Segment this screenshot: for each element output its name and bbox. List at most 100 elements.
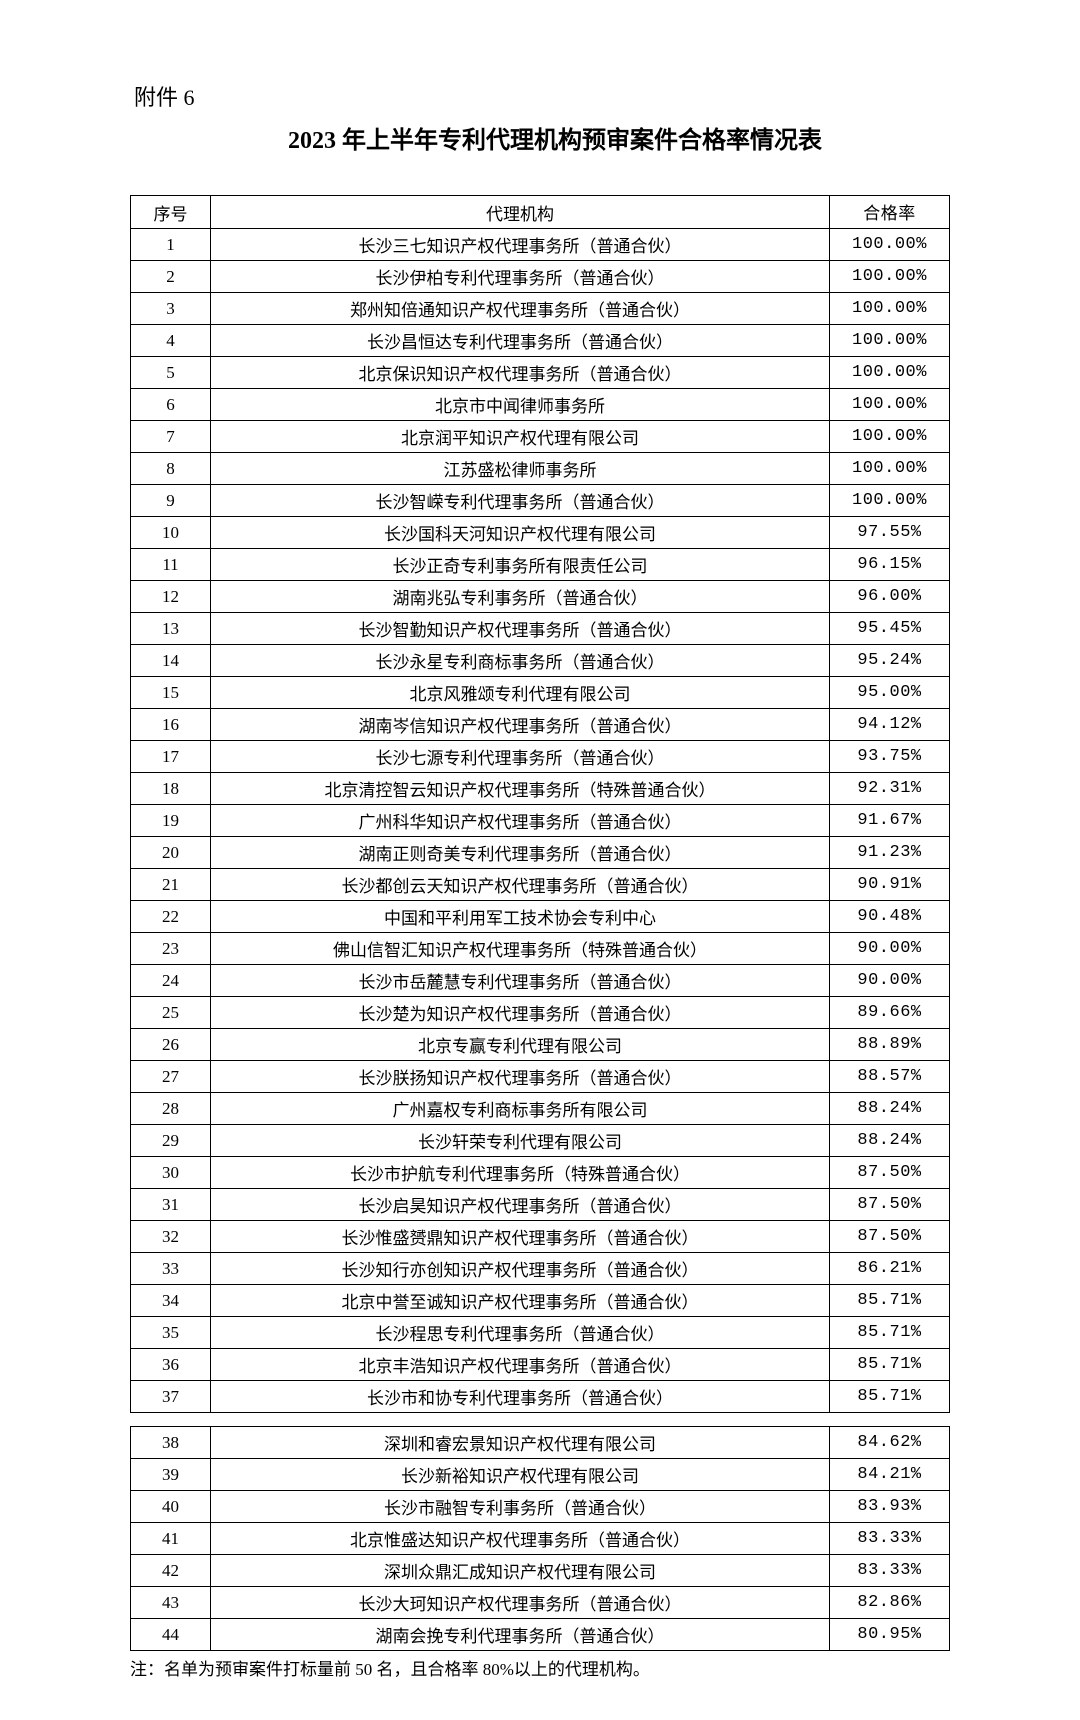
table-row: 6北京市中闻律师事务所100.00%	[131, 389, 950, 421]
table-row: 42深圳众鼎汇成知识产权代理有限公司83.33%	[131, 1555, 950, 1587]
cell-index: 11	[131, 549, 211, 581]
cell-index: 40	[131, 1491, 211, 1523]
cell-agency: 湖南岑信知识产权代理事务所（普通合伙）	[211, 709, 830, 741]
cell-agency: 长沙朕扬知识产权代理事务所（普通合伙）	[211, 1061, 830, 1093]
cell-agency: 长沙楚为知识产权代理事务所（普通合伙）	[211, 997, 830, 1029]
cell-index: 31	[131, 1189, 211, 1221]
cell-agency: 郑州知倍通知识产权代理事务所（普通合伙）	[211, 293, 830, 325]
cell-agency: 北京丰浩知识产权代理事务所（普通合伙）	[211, 1349, 830, 1381]
table-row: 35长沙程思专利代理事务所（普通合伙）85.71%	[131, 1317, 950, 1349]
cell-agency: 长沙七源专利代理事务所（普通合伙）	[211, 741, 830, 773]
cell-agency: 北京市中闻律师事务所	[211, 389, 830, 421]
cell-rate: 100.00%	[830, 261, 950, 293]
cell-agency: 长沙永星专利商标事务所（普通合伙）	[211, 645, 830, 677]
cell-index: 12	[131, 581, 211, 613]
cell-index: 10	[131, 517, 211, 549]
cell-index: 26	[131, 1029, 211, 1061]
cell-index: 15	[131, 677, 211, 709]
table-row: 29长沙轩荣专利代理有限公司88.24%	[131, 1125, 950, 1157]
cell-rate: 97.55%	[830, 517, 950, 549]
cell-index: 34	[131, 1285, 211, 1317]
cell-index: 4	[131, 325, 211, 357]
cell-rate: 91.23%	[830, 837, 950, 869]
table-header: 序号 代理机构 合格率	[131, 196, 950, 229]
cell-rate: 87.50%	[830, 1189, 950, 1221]
cell-rate: 91.67%	[830, 805, 950, 837]
footnote: 注：名单为预审案件打标量前 50 名，且合格率 80%以上的代理机构。	[130, 1655, 950, 1680]
table-gap	[131, 1413, 950, 1427]
cell-rate: 83.93%	[830, 1491, 950, 1523]
cell-index: 43	[131, 1587, 211, 1619]
table-row: 16湖南岑信知识产权代理事务所（普通合伙）94.12%	[131, 709, 950, 741]
cell-agency: 长沙三七知识产权代理事务所（普通合伙）	[211, 229, 830, 261]
table-row: 3郑州知倍通知识产权代理事务所（普通合伙）100.00%	[131, 293, 950, 325]
cell-rate: 100.00%	[830, 389, 950, 421]
cell-index: 7	[131, 421, 211, 453]
cell-agency: 湖南会挽专利代理事务所（普通合伙）	[211, 1619, 830, 1651]
cell-agency: 湖南兆弘专利事务所（普通合伙）	[211, 581, 830, 613]
cell-rate: 90.00%	[830, 933, 950, 965]
table-row: 24长沙市岳麓慧专利代理事务所（普通合伙）90.00%	[131, 965, 950, 997]
cell-rate: 89.66%	[830, 997, 950, 1029]
cell-rate: 83.33%	[830, 1523, 950, 1555]
cell-agency: 北京中誉至诚知识产权代理事务所（普通合伙）	[211, 1285, 830, 1317]
cell-agency: 长沙市和协专利代理事务所（普通合伙）	[211, 1381, 830, 1413]
cell-rate: 83.33%	[830, 1555, 950, 1587]
cell-rate: 84.62%	[830, 1427, 950, 1459]
table-row: 43长沙大珂知识产权代理事务所（普通合伙）82.86%	[131, 1587, 950, 1619]
cell-agency: 长沙市岳麓慧专利代理事务所（普通合伙）	[211, 965, 830, 997]
cell-rate: 95.24%	[830, 645, 950, 677]
cell-index: 9	[131, 485, 211, 517]
cell-agency: 长沙昌恒达专利代理事务所（普通合伙）	[211, 325, 830, 357]
table-row: 30长沙市护航专利代理事务所（特殊普通合伙）87.50%	[131, 1157, 950, 1189]
table-row: 33长沙知行亦创知识产权代理事务所（普通合伙）86.21%	[131, 1253, 950, 1285]
table-row: 41北京惟盛达知识产权代理事务所（普通合伙）83.33%	[131, 1523, 950, 1555]
cell-agency: 湖南正则奇美专利代理事务所（普通合伙）	[211, 837, 830, 869]
cell-rate: 100.00%	[830, 229, 950, 261]
table-row: 4长沙昌恒达专利代理事务所（普通合伙）100.00%	[131, 325, 950, 357]
cell-rate: 86.21%	[830, 1253, 950, 1285]
cell-rate: 85.71%	[830, 1285, 950, 1317]
cell-agency: 长沙智嵘专利代理事务所（普通合伙）	[211, 485, 830, 517]
table-row: 28广州嘉权专利商标事务所有限公司88.24%	[131, 1093, 950, 1125]
cell-index: 21	[131, 869, 211, 901]
cell-rate: 100.00%	[830, 421, 950, 453]
table-row: 20湖南正则奇美专利代理事务所（普通合伙）91.23%	[131, 837, 950, 869]
cell-agency: 长沙市护航专利代理事务所（特殊普通合伙）	[211, 1157, 830, 1189]
cell-index: 35	[131, 1317, 211, 1349]
cell-agency: 长沙大珂知识产权代理事务所（普通合伙）	[211, 1587, 830, 1619]
cell-agency: 长沙惟盛赟鼎知识产权代理事务所（普通合伙）	[211, 1221, 830, 1253]
table-row: 40长沙市融智专利事务所（普通合伙）83.93%	[131, 1491, 950, 1523]
table-row: 39长沙新裕知识产权代理有限公司84.21%	[131, 1459, 950, 1491]
table-row: 22中国和平利用军工技术协会专利中心90.48%	[131, 901, 950, 933]
cell-index: 27	[131, 1061, 211, 1093]
table-row: 36北京丰浩知识产权代理事务所（普通合伙）85.71%	[131, 1349, 950, 1381]
cell-index: 3	[131, 293, 211, 325]
cell-index: 17	[131, 741, 211, 773]
cell-agency: 长沙正奇专利事务所有限责任公司	[211, 549, 830, 581]
agency-table: 序号 代理机构 合格率 1长沙三七知识产权代理事务所（普通合伙）100.00%2…	[130, 195, 950, 1651]
table-row: 8江苏盛松律师事务所100.00%	[131, 453, 950, 485]
cell-rate: 90.91%	[830, 869, 950, 901]
cell-index: 37	[131, 1381, 211, 1413]
cell-index: 19	[131, 805, 211, 837]
table-row: 23佛山信智汇知识产权代理事务所（特殊普通合伙）90.00%	[131, 933, 950, 965]
table-row: 32长沙惟盛赟鼎知识产权代理事务所（普通合伙）87.50%	[131, 1221, 950, 1253]
cell-index: 30	[131, 1157, 211, 1189]
cell-rate: 90.48%	[830, 901, 950, 933]
cell-agency: 佛山信智汇知识产权代理事务所（特殊普通合伙）	[211, 933, 830, 965]
cell-rate: 100.00%	[830, 453, 950, 485]
cell-rate: 88.24%	[830, 1093, 950, 1125]
cell-index: 16	[131, 709, 211, 741]
cell-agency: 北京保识知识产权代理事务所（普通合伙）	[211, 357, 830, 389]
table-row: 15北京风雅颂专利代理有限公司95.00%	[131, 677, 950, 709]
cell-rate: 85.71%	[830, 1349, 950, 1381]
cell-agency: 长沙知行亦创知识产权代理事务所（普通合伙）	[211, 1253, 830, 1285]
table-row: 2长沙伊柏专利代理事务所（普通合伙）100.00%	[131, 261, 950, 293]
cell-rate: 100.00%	[830, 293, 950, 325]
cell-index: 2	[131, 261, 211, 293]
table-row: 31长沙启昊知识产权代理事务所（普通合伙）87.50%	[131, 1189, 950, 1221]
cell-index: 25	[131, 997, 211, 1029]
cell-index: 6	[131, 389, 211, 421]
cell-index: 18	[131, 773, 211, 805]
